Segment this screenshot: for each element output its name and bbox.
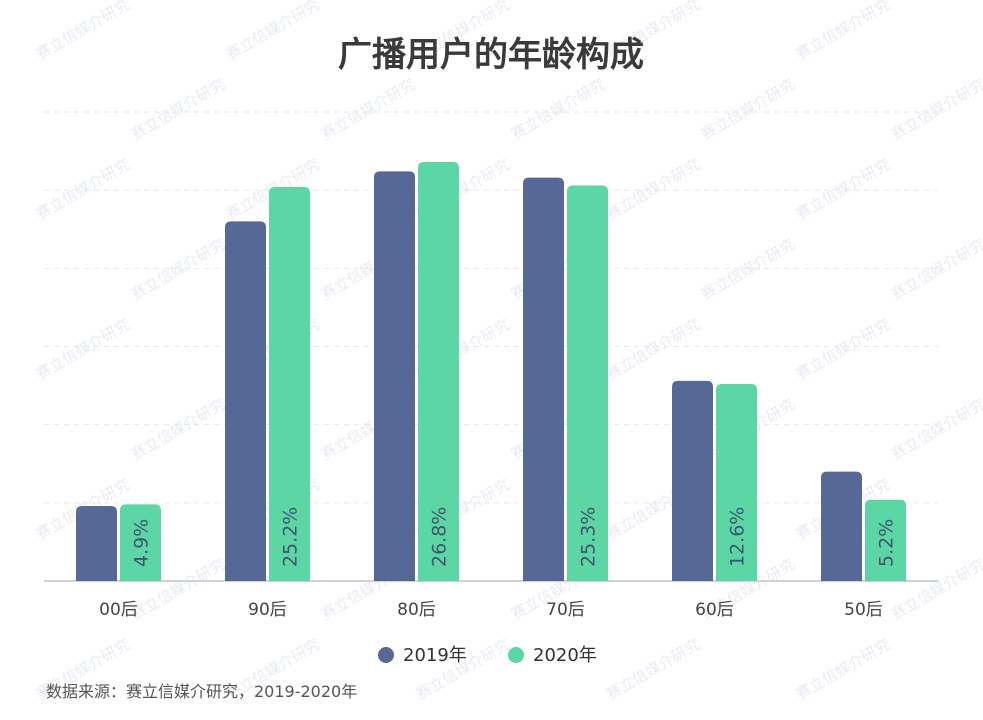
watermark-text: 赛立信媒介研究 bbox=[793, 315, 893, 383]
bar-2019年-80后 bbox=[374, 171, 415, 581]
watermark-text: 赛立信媒介研究 bbox=[223, 0, 323, 63]
x-tick-label: 60后 bbox=[695, 600, 734, 620]
watermark-text: 赛立信媒介研究 bbox=[318, 75, 418, 143]
watermark-text: 赛立信媒介研究 bbox=[888, 235, 983, 303]
watermark-text: 赛立信媒介研究 bbox=[793, 635, 893, 703]
watermark-text: 赛立信媒介研究 bbox=[603, 315, 703, 383]
watermark-text: 赛立信媒介研究 bbox=[128, 395, 228, 463]
watermark-text: 赛立信媒介研究 bbox=[698, 75, 798, 143]
watermark-text: 赛立信媒介研究 bbox=[33, 155, 133, 223]
x-tick-label: 50后 bbox=[844, 600, 883, 620]
gridlines bbox=[44, 111, 938, 504]
bar-2019年-50后 bbox=[821, 471, 862, 581]
x-tick-labels: 00后 90后 80后 70后 60后 50后 bbox=[99, 600, 883, 620]
watermark-text: 赛立信媒介研究 bbox=[698, 235, 798, 303]
watermark-text: 赛立信媒介研究 bbox=[128, 235, 228, 303]
x-tick-label: 80后 bbox=[397, 600, 436, 620]
watermark-layer: 赛立信媒介研究 赛立信媒介研究 赛立信媒介研究 赛立信媒介研究 赛立信媒介研究赛立信媒介… bbox=[33, 0, 983, 703]
bar-2019年-90后 bbox=[225, 221, 266, 581]
watermark-text: 赛立信媒介研究 bbox=[888, 75, 983, 143]
chart-title: 广播用户的年龄构成 bbox=[338, 35, 644, 75]
watermark-text: 赛立信媒介研究 bbox=[33, 315, 133, 383]
legend-label-2019: 2019年 bbox=[403, 645, 467, 666]
watermark-text: 赛立信媒介研究 bbox=[508, 75, 608, 143]
x-tick-label: 00后 bbox=[99, 600, 138, 620]
watermark-text: 赛立信媒介研究 bbox=[793, 0, 893, 63]
watermark-text: 赛立信媒介研究 bbox=[793, 155, 893, 223]
x-tick-label: 70后 bbox=[546, 600, 585, 620]
x-tick-label: 90后 bbox=[248, 600, 287, 620]
legend-label-2020: 2020年 bbox=[533, 645, 597, 666]
data-label: 26.8% bbox=[429, 507, 451, 567]
bar-2019年-00后 bbox=[76, 505, 117, 581]
bar-2020年-70后 bbox=[567, 185, 608, 581]
data-label: 4.9% bbox=[131, 519, 153, 567]
watermark-text: 赛立信媒介研究 bbox=[603, 635, 703, 703]
bar-2020年-90后 bbox=[269, 187, 310, 582]
source-note: 数据来源：赛立信媒介研究，2019-2020年 bbox=[46, 682, 357, 701]
watermark-text: 赛立信媒介研究 bbox=[128, 75, 228, 143]
watermark-text: 赛立信媒介研究 bbox=[888, 395, 983, 463]
data-labels: 4.9% 25.2% 26.8% 25.3% 12.6% 5.2% bbox=[131, 507, 898, 567]
bar-2020年-00后 bbox=[120, 504, 161, 581]
bar-2020年-80后 bbox=[418, 162, 459, 581]
watermark-text: 赛立信媒介研究 bbox=[33, 0, 133, 63]
data-label: 25.3% bbox=[578, 507, 600, 567]
data-label: 12.6% bbox=[727, 507, 749, 567]
legend-swatch-2020 bbox=[508, 647, 524, 663]
bar-2019年-60后 bbox=[672, 380, 713, 581]
bar-2020年-50后 bbox=[865, 499, 906, 581]
bars bbox=[76, 162, 906, 582]
bar-2020年-60后 bbox=[716, 384, 757, 581]
legend: 2019年 2020年 bbox=[378, 645, 597, 666]
watermark-text: 赛立信媒介研究 bbox=[603, 155, 703, 223]
data-label: 5.2% bbox=[876, 519, 898, 567]
data-label: 25.2% bbox=[280, 507, 302, 567]
bar-2019年-70后 bbox=[523, 177, 564, 581]
legend-swatch-2019 bbox=[378, 647, 394, 663]
